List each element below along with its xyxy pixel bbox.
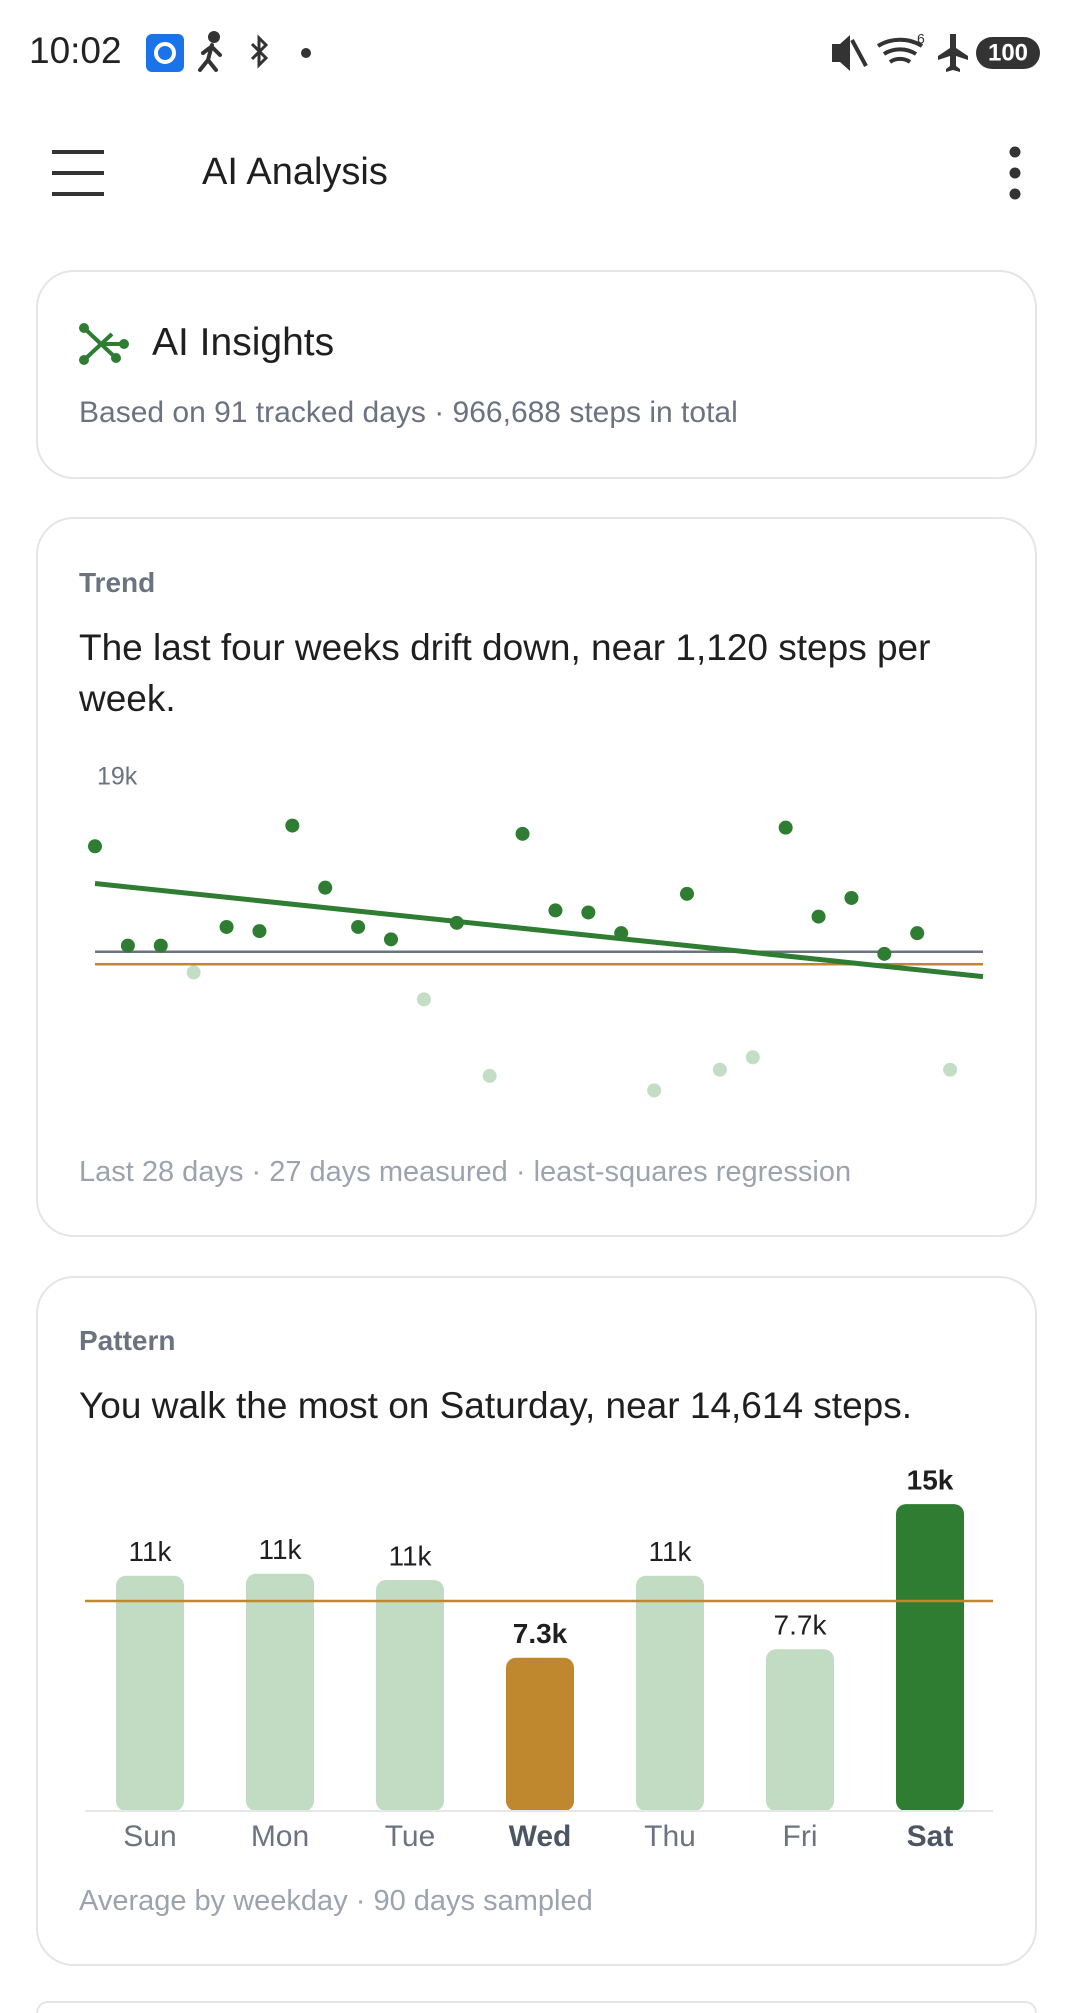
battery-icon <box>976 37 1040 69</box>
airplane-icon <box>938 34 968 72</box>
more-button[interactable] <box>990 140 1040 208</box>
network-label: 6 <box>917 31 925 47</box>
status-time: 10:02 <box>29 30 122 71</box>
trend-footer: Last 28 days · 27 days measured · least-… <box>79 1156 852 1188</box>
settings-icon <box>146 34 184 72</box>
wifi-icon <box>876 37 924 64</box>
next-card <box>36 2001 1037 2013</box>
insights-card <box>36 270 1037 479</box>
pattern-headline: You walk the most on Saturday, near 14,6… <box>79 1385 913 1426</box>
trend-headline: The last four weeks drift down, near 1,1… <box>79 627 931 719</box>
insights-icon <box>79 323 129 365</box>
menu-button[interactable] <box>40 140 116 208</box>
battery-level: 100 <box>988 39 1028 66</box>
settings-gear <box>154 42 176 64</box>
pattern-footer: Average by weekday · 90 days sampled <box>79 1885 593 1917</box>
pattern-label: Pattern <box>79 1325 176 1356</box>
insights-subtitle: Based on 91 tracked days · 966,688 steps… <box>79 396 738 429</box>
insights-title: AI Insights <box>152 321 335 364</box>
trend-label: Trend <box>79 567 156 598</box>
trend-card <box>36 517 1037 1237</box>
walk-icon <box>198 31 222 72</box>
pattern-card <box>36 1276 1037 1966</box>
bluetooth-icon <box>250 34 269 69</box>
mute-slash <box>850 39 868 67</box>
status-icons: 6 100 <box>146 31 1040 72</box>
mute-icon <box>832 35 850 71</box>
app-title: AI Analysis <box>202 151 388 193</box>
dot-icon <box>301 48 311 58</box>
